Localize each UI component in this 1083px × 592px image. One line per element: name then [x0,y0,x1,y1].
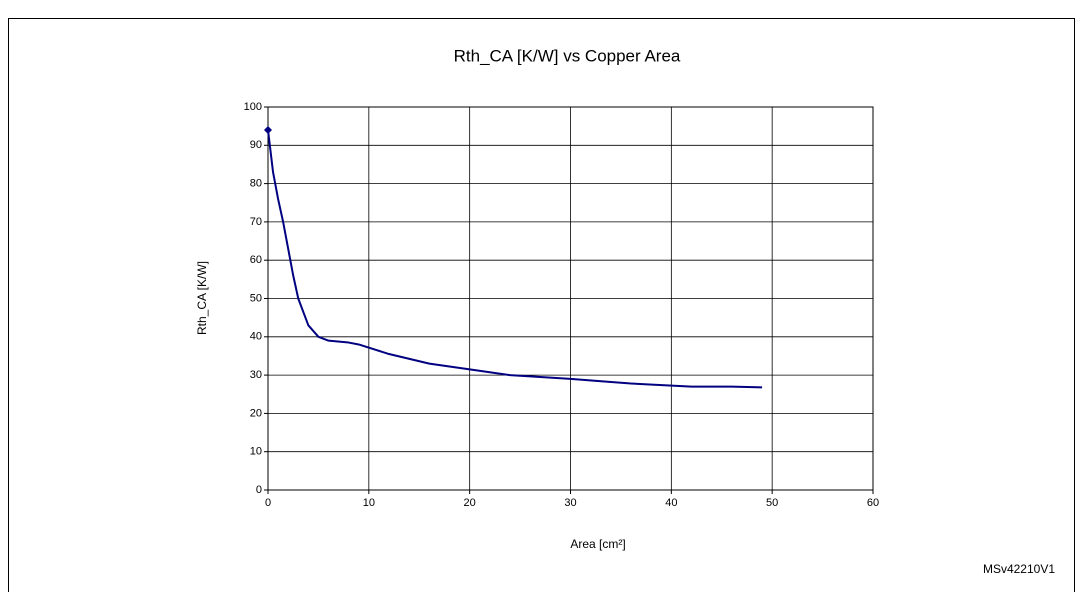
y-tick-label: 60 [250,254,262,266]
x-tick-label: 30 [564,497,576,509]
y-tick-label: 40 [250,331,262,343]
point-marker [264,125,272,134]
chart-title: Rth_CA [K/W] vs Copper Area [454,46,681,65]
y-tick-label: 50 [250,292,262,304]
x-tick-label: 50 [766,497,778,509]
y-tick-label: 90 [250,139,262,151]
y-tick-label: 20 [250,407,262,419]
y-tick-label: 0 [256,484,262,496]
figure-id: MSv42210V1 [983,562,1055,576]
x-tick-label: 20 [464,497,476,509]
y-tick-label: 30 [250,369,262,381]
x-tick-label: 0 [265,497,271,509]
y-tick-label: 80 [250,178,262,190]
x-tick-label: 10 [363,497,375,509]
y-tick-label: 100 [244,101,262,113]
x-tick-label: 60 [867,497,879,509]
y-tick-label: 10 [250,446,262,458]
x-axis-label: Area [cm²] [570,537,625,551]
y-tick-label: 70 [250,216,262,228]
y-axis-label: Rth_CA [K/W] [195,261,209,335]
x-tick-label: 40 [665,497,677,509]
line-series [267,129,763,389]
